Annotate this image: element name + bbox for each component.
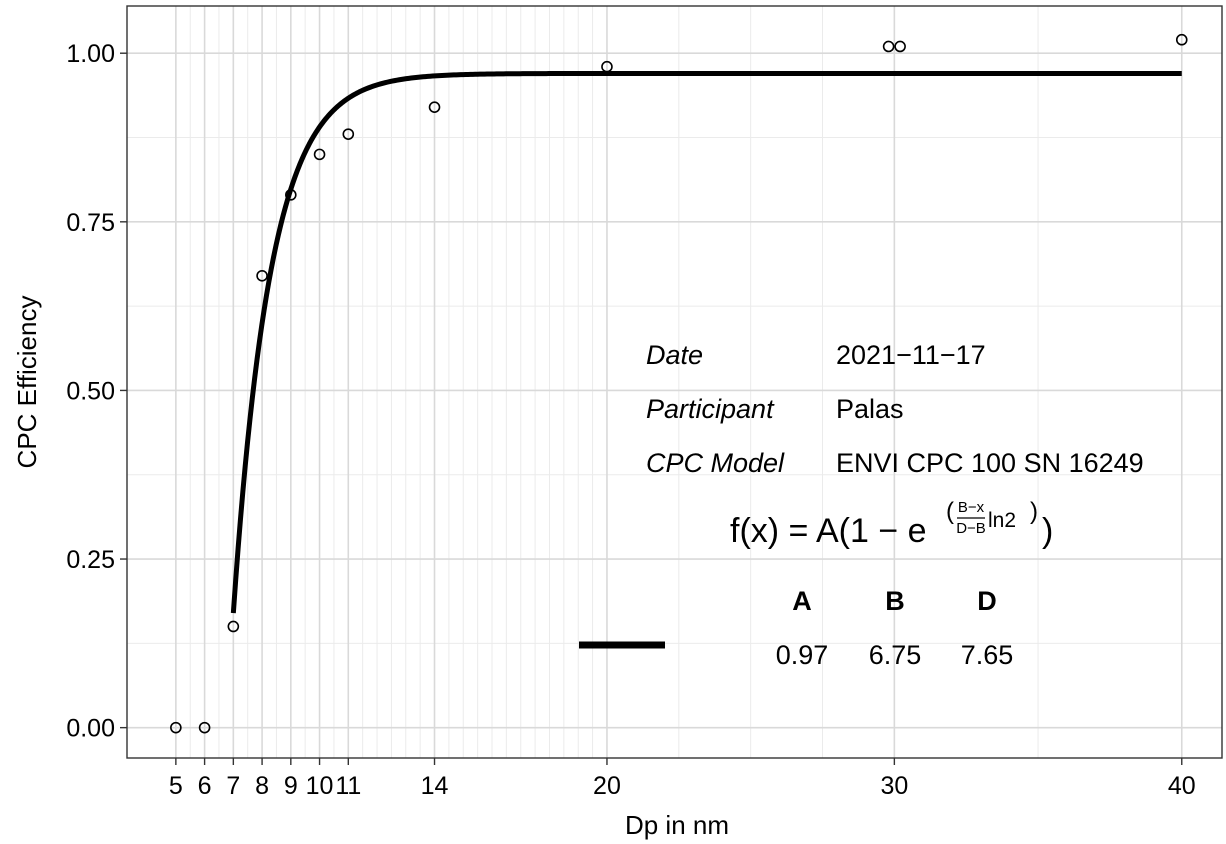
param-header-a: A (792, 586, 812, 616)
x-tick-label: 5 (169, 772, 183, 800)
fit-formula: f(x) = A(1 − e ( B−x D−B ln2 ) ) (730, 498, 1053, 550)
x-tick-label: 14 (421, 772, 449, 800)
x-tick-label: 20 (593, 772, 621, 800)
formula-exponent-close-paren: ) (1030, 498, 1038, 525)
param-value-b: 6.75 (869, 640, 922, 670)
cpc-model-value: ENVI CPC 100 SN 16249 (836, 448, 1144, 478)
panel-border (126, 5, 1223, 759)
y-tick-label: 0.00 (66, 715, 115, 743)
minor-gridlines (127, 6, 1222, 758)
x-tick-label: 40 (1168, 772, 1196, 800)
formula-exponent-open-paren: ( (946, 498, 954, 525)
x-axis-title: Dp in nm (625, 810, 729, 840)
y-tick-label: 0.25 (66, 546, 115, 574)
x-tick-label: 10 (306, 772, 334, 800)
y-tick-label: 1.00 (66, 40, 115, 68)
participant-label: Participant (646, 394, 775, 424)
formula-lhs: f(x) = A(1 − e (730, 512, 927, 550)
x-tick-label: 6 (198, 772, 212, 800)
formula-exponent-denominator: D−B (956, 520, 986, 537)
x-tick-label: 30 (880, 772, 908, 800)
data-point (1175, 33, 1188, 46)
x-tick-label: 9 (284, 772, 298, 800)
data-point (894, 40, 906, 53)
fit-curve-path (230, 70, 1182, 614)
data-point (198, 721, 211, 734)
x-axis: 5 6 7 8 9 10 11 14 20 30 40 (169, 758, 1196, 800)
fit-curve (230, 70, 1182, 614)
data-point (285, 189, 297, 201)
participant-value: Palas (836, 394, 904, 424)
date-value: 2021−11−17 (836, 340, 986, 370)
y-axis-title: CPC Efficiency (12, 296, 42, 469)
formula-rhs: ) (1042, 512, 1053, 550)
data-point (428, 101, 441, 113)
y-axis: 0.00 0.25 0.50 0.75 1.00 (66, 40, 127, 743)
formula-exponent-tail: ln2 (988, 509, 1016, 532)
x-tick-label: 7 (226, 772, 240, 800)
data-point (882, 40, 895, 53)
data-point (256, 269, 268, 282)
data-point (313, 148, 326, 161)
param-value-a: 0.97 (776, 640, 829, 670)
data-point (342, 128, 355, 140)
date-label: Date (646, 340, 703, 370)
y-tick-label: 0.50 (66, 377, 115, 405)
cpc-model-label: CPC Model (646, 448, 785, 478)
data-point (170, 721, 182, 734)
param-header-b: B (885, 586, 905, 616)
annotation-box: Date 2021−11−17 Participant Palas CPC Mo… (579, 340, 1144, 670)
y-tick-label: 0.75 (66, 209, 115, 237)
major-gridlines (127, 6, 1222, 758)
data-point (227, 620, 240, 633)
param-header-d: D (977, 586, 997, 616)
x-tick-label: 11 (335, 772, 361, 800)
data-point (601, 60, 613, 73)
data-points (170, 33, 1188, 734)
formula-exponent-numerator: B−x (958, 499, 985, 516)
x-tick-label: 8 (255, 772, 269, 800)
param-value-d: 7.65 (961, 640, 1014, 670)
